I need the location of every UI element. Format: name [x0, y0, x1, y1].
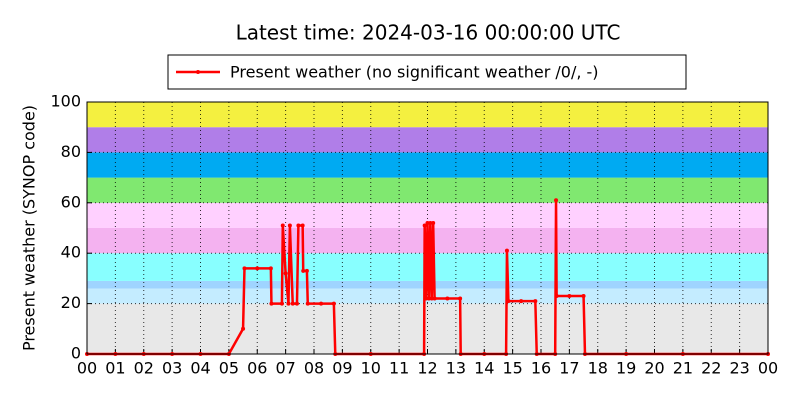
data-point [458, 296, 463, 301]
x-tick-label: 03 [162, 359, 182, 378]
x-tick-label: 16 [531, 359, 551, 378]
data-point [294, 301, 299, 306]
data-point [268, 266, 273, 271]
legend-marker [196, 70, 200, 74]
x-tick-label: 13 [446, 359, 466, 378]
x-tick-label: 17 [559, 359, 579, 378]
data-point [286, 301, 291, 306]
data-point [445, 296, 450, 301]
y-tick-label: 80 [61, 142, 81, 161]
data-point [425, 220, 430, 225]
data-point [426, 296, 431, 301]
x-tick-label: 11 [389, 359, 409, 378]
legend-label: Present weather (no significant weather … [230, 63, 599, 82]
data-point [428, 220, 433, 225]
data-point [519, 299, 524, 304]
data-point [554, 198, 559, 203]
data-point [296, 223, 301, 228]
x-tick-label: 01 [105, 359, 125, 378]
y-tick-label: 100 [50, 92, 81, 111]
y-tick-label: 0 [71, 344, 81, 363]
x-tick-label: 14 [474, 359, 494, 378]
background-band [87, 303, 768, 354]
x-tick-label: 00 [77, 359, 97, 378]
data-point [283, 271, 288, 276]
x-tick-label: 23 [729, 359, 749, 378]
data-point [242, 266, 247, 271]
x-tick-label: 02 [134, 359, 154, 378]
data-point [279, 301, 284, 306]
x-tick-label: 09 [332, 359, 352, 378]
data-point [431, 220, 436, 225]
data-point [331, 301, 336, 306]
data-point [241, 326, 246, 331]
data-point [581, 294, 586, 299]
data-point [429, 296, 434, 301]
data-point [300, 223, 305, 228]
x-tick-label: 08 [304, 359, 324, 378]
chart-title: Latest time: 2024-03-16 00:00:00 UTC [236, 21, 621, 45]
data-point [304, 268, 309, 273]
data-point [422, 223, 427, 228]
x-tick-label: 07 [275, 359, 295, 378]
plot-frame [86, 101, 769, 355]
x-tick-label: 15 [502, 359, 522, 378]
data-point [506, 299, 511, 304]
data-point [280, 223, 285, 228]
x-tick-label: 22 [701, 359, 721, 378]
x-tick-label: 18 [588, 359, 608, 378]
data-point [567, 294, 572, 299]
x-tick-label: 20 [644, 359, 664, 378]
data-point [319, 301, 324, 306]
data-point [290, 301, 295, 306]
x-tick-label: 00 [758, 359, 778, 378]
data-point [533, 299, 538, 304]
x-tick-label: 10 [361, 359, 381, 378]
data-point [269, 301, 274, 306]
background-band [87, 288, 768, 304]
data-point [554, 294, 559, 299]
data-point [305, 301, 310, 306]
x-tick-label: 05 [219, 359, 239, 378]
data-point [287, 223, 292, 228]
data-point [301, 268, 306, 273]
x-tick-label: 06 [247, 359, 267, 378]
x-tick-label: 19 [616, 359, 636, 378]
data-point [432, 296, 437, 301]
background-band [87, 152, 768, 178]
x-tick-label: 12 [417, 359, 437, 378]
y-tick-label: 40 [61, 243, 81, 262]
y-axis-label: Present weather (SYNOP code) [20, 105, 39, 351]
data-point [504, 248, 509, 253]
x-tick-label: 04 [190, 359, 210, 378]
legend-box [167, 54, 687, 90]
x-tick-label: 21 [673, 359, 693, 378]
data-point [255, 266, 260, 271]
y-tick-label: 60 [61, 192, 81, 211]
background-band [87, 127, 768, 153]
data-point [424, 296, 429, 301]
y-tick-label: 20 [61, 293, 81, 312]
